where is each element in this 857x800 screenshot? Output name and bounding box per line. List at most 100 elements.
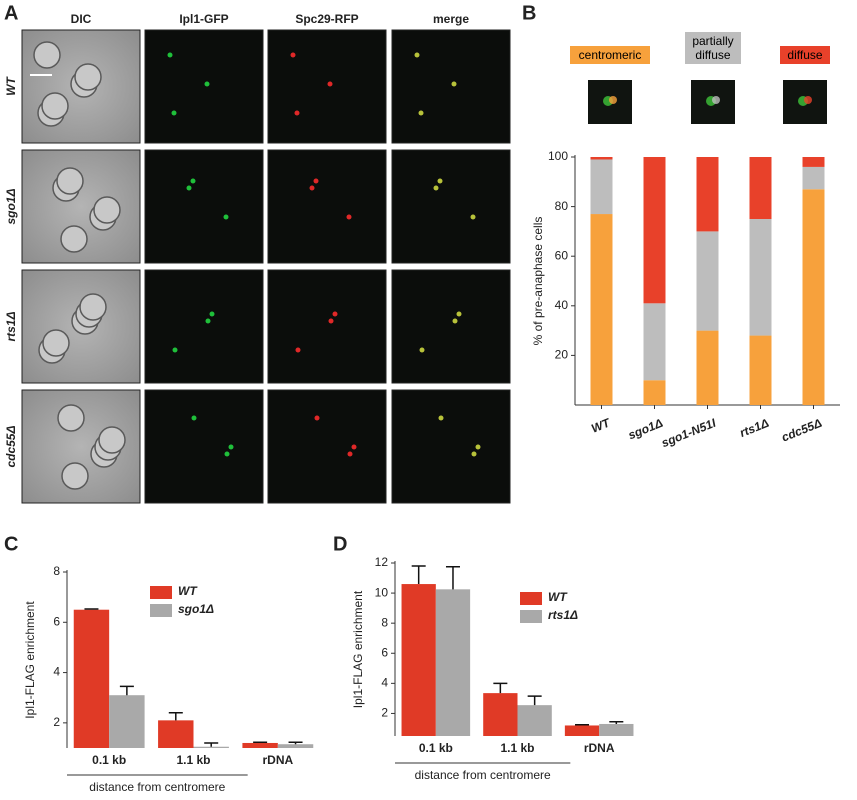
- error-bar: [527, 695, 542, 706]
- cell: [56, 167, 84, 195]
- x-axis-title: distance from centromere: [89, 780, 225, 794]
- fluorescence-image: [267, 29, 387, 144]
- signal: [452, 318, 458, 324]
- fluorescence-image: [391, 29, 511, 144]
- signal: [609, 96, 617, 104]
- error-bar: [493, 682, 508, 694]
- bar-segment: [749, 335, 772, 405]
- bar: [277, 744, 314, 748]
- bar-segment: [802, 189, 825, 405]
- column-header: Spc29-RFP: [295, 12, 358, 26]
- x-tick-label: sgo1-N51I: [659, 415, 718, 450]
- cell: [93, 196, 121, 224]
- signal: [327, 81, 333, 87]
- y-tick-label: 4: [381, 676, 388, 690]
- error-bar: [609, 720, 624, 724]
- legend-label: diffuse: [780, 46, 830, 64]
- error-bar: [84, 608, 99, 610]
- y-tick-label: 60: [555, 248, 569, 262]
- bar-segment: [749, 219, 772, 336]
- bar-segment: [696, 231, 719, 331]
- legend-label: WT: [178, 584, 198, 598]
- bar-segment: [643, 157, 666, 304]
- legend-label: rts1Δ: [548, 608, 578, 622]
- fluorescence-image: [144, 29, 264, 144]
- bar: [483, 693, 518, 736]
- error-bar: [575, 723, 590, 726]
- signal: [451, 81, 457, 87]
- fluorescence-image: [267, 149, 387, 264]
- signal: [418, 110, 424, 116]
- bar-segment: [802, 157, 825, 167]
- signal: [347, 451, 353, 457]
- bar-segment: [590, 157, 613, 160]
- panel-label: A: [4, 2, 18, 24]
- y-tick-label: 4: [53, 665, 60, 679]
- error-bar: [119, 685, 134, 696]
- column-header: DIC: [71, 12, 92, 26]
- row-label: sgo1Δ: [4, 188, 18, 224]
- legend-label: WT: [548, 590, 568, 604]
- error-bar: [168, 712, 183, 721]
- legend-label: partially diffuse: [685, 32, 741, 64]
- cell: [60, 225, 88, 253]
- signal: [309, 185, 315, 191]
- cell: [42, 329, 70, 357]
- fluorescence-image: [144, 389, 264, 504]
- signal: [712, 96, 720, 104]
- signal: [228, 444, 234, 450]
- signal: [456, 311, 462, 317]
- bar: [158, 720, 194, 748]
- legend-box: partially diffuse: [685, 32, 741, 64]
- bar: [401, 584, 436, 736]
- fluorescence-image: [144, 149, 264, 264]
- bar-segment: [590, 214, 613, 405]
- fluorescence-image: [391, 389, 511, 504]
- microscopy-grid: DIC Ipl1-GFP Spc29-RFP merge WT sgo1Δ rts1Δ cdc…: [4, 12, 511, 504]
- x-tick-label: 0.1 kb: [92, 753, 126, 767]
- error-bar: [204, 742, 219, 747]
- panel-label: B: [522, 2, 536, 24]
- signal: [438, 415, 444, 421]
- x-axis-title: distance from centromere: [415, 768, 551, 782]
- signal: [346, 214, 352, 220]
- y-axis-title: Ipl1-FLAG enrichment: [351, 590, 365, 708]
- cell: [61, 462, 89, 490]
- y-tick-label: 10: [375, 585, 389, 599]
- chart-c: Ipl1-FLAG enrichment 2 4 6 8 0.1 kb 1.1 kb rDNA…: [23, 564, 314, 794]
- cell: [57, 404, 85, 432]
- legend-swatch: [150, 604, 172, 617]
- bar-segment: [696, 157, 719, 232]
- signal: [471, 451, 477, 457]
- bar: [193, 746, 229, 748]
- signal: [351, 444, 357, 450]
- legend-box: diffuse: [780, 46, 830, 64]
- signal: [328, 318, 334, 324]
- legend-swatch: [520, 592, 542, 605]
- column-header: Ipl1-GFP: [179, 12, 228, 26]
- bar-segment: [802, 166, 825, 190]
- bar: [242, 742, 278, 748]
- bar-segment: [590, 159, 613, 215]
- bar-segment: [643, 380, 666, 405]
- legend-box: centromeric: [570, 46, 650, 64]
- y-tick-label: 40: [555, 298, 569, 312]
- signal: [804, 96, 812, 104]
- x-tick-label: WT: [589, 415, 613, 436]
- cell: [98, 426, 126, 454]
- bar: [109, 695, 145, 748]
- y-tick-label: 100: [548, 149, 568, 163]
- row-label: cdc55Δ: [4, 425, 18, 467]
- x-tick-label: 1.1 kb: [500, 741, 534, 755]
- y-axis-title: Ipl1-FLAG enrichment: [23, 601, 37, 719]
- bar: [517, 705, 552, 736]
- y-axis-title: % of pre-anaphase cells: [531, 217, 545, 346]
- signal: [209, 311, 215, 317]
- y-tick-label: 8: [381, 615, 388, 629]
- fluorescence-image: [391, 149, 511, 264]
- bar-segment: [696, 330, 719, 405]
- bar-segment: [643, 303, 666, 381]
- panel-label: C: [4, 533, 18, 555]
- signal: [414, 52, 420, 58]
- y-tick-label: 20: [555, 348, 569, 362]
